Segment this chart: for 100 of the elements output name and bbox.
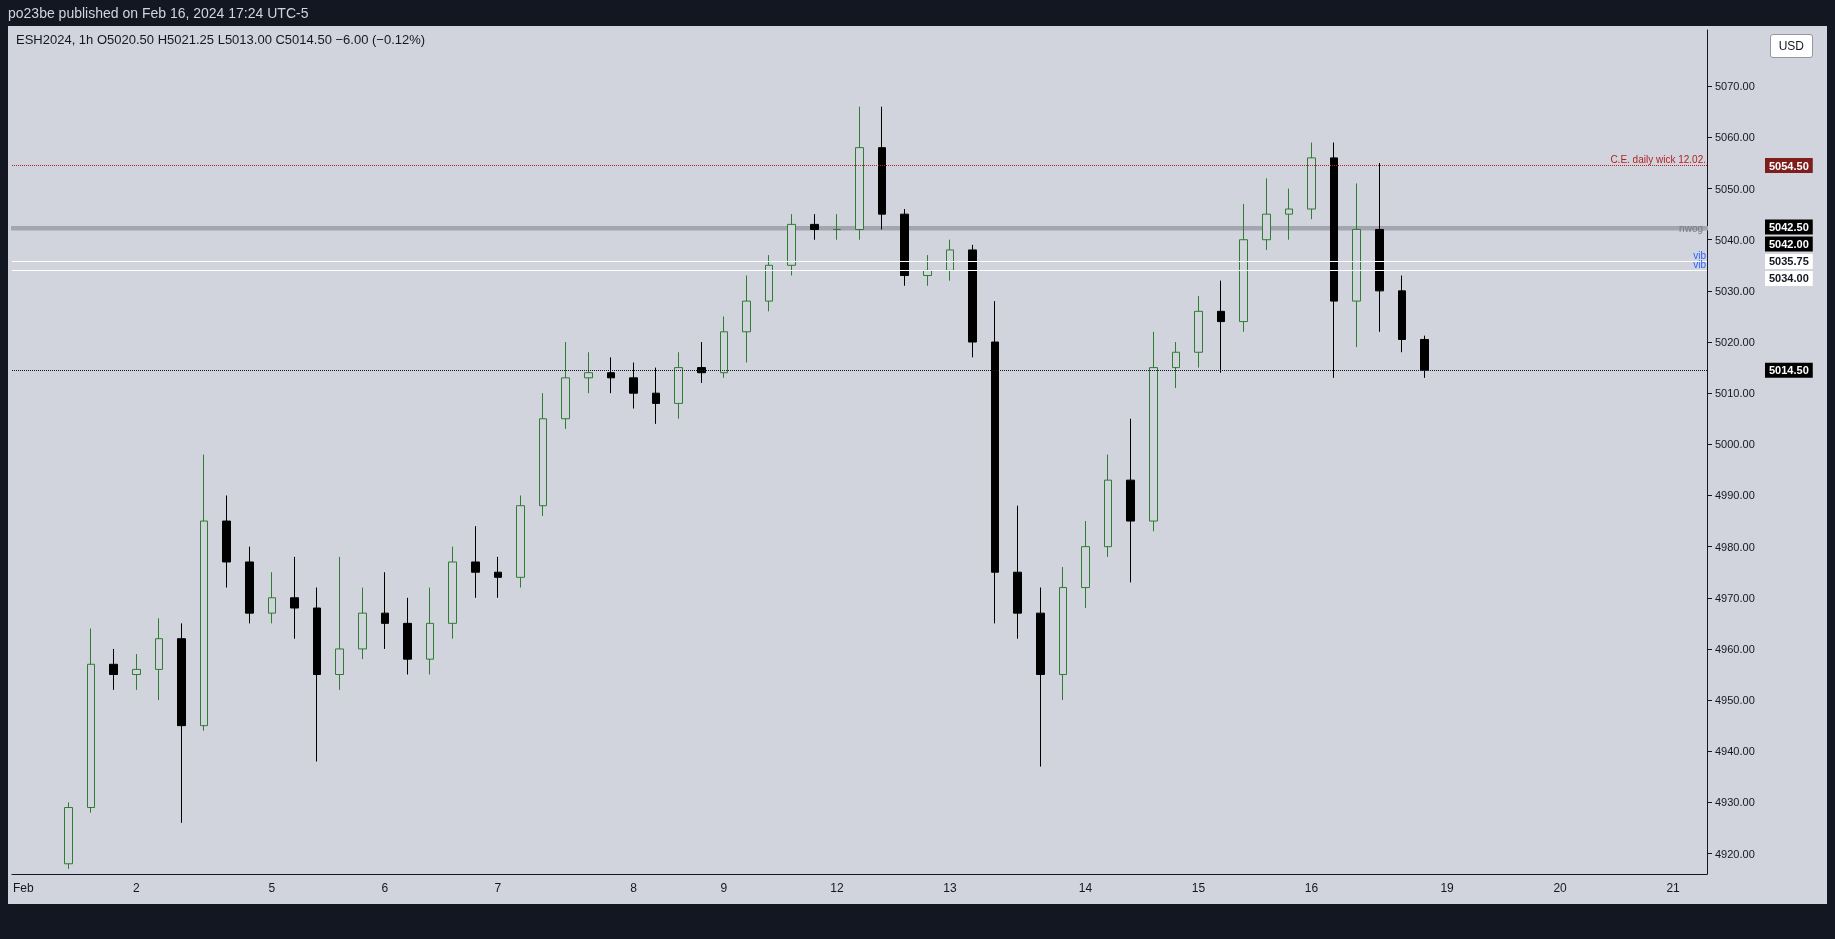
candlestick — [539, 392, 547, 517]
band-label: nwog — [1679, 222, 1703, 234]
candlestick — [607, 356, 615, 394]
candlestick — [448, 546, 457, 640]
candlestick — [1149, 331, 1158, 532]
candlestick — [1239, 203, 1248, 333]
candlestick — [697, 341, 706, 384]
x-tick-label: 6 — [381, 881, 389, 895]
candlestick — [720, 315, 728, 379]
candlestick — [561, 341, 570, 430]
text: 5035.75 — [1769, 255, 1809, 268]
candlestick — [200, 454, 208, 732]
x-tick-label: 20 — [1553, 881, 1568, 895]
y-tick-label: 5040.00 — [1715, 233, 1755, 246]
candlestick — [177, 622, 186, 824]
candlestick — [674, 351, 683, 420]
y-tick-label: 4960.00 — [1715, 642, 1755, 655]
candlestick — [787, 213, 796, 277]
y-tick-label: 4950.00 — [1715, 694, 1755, 707]
candlestick — [64, 801, 73, 870]
candlestick — [855, 106, 864, 241]
y-tick-label: 5010.00 — [1715, 387, 1755, 400]
candlestick — [1036, 587, 1045, 768]
chart-title: ESH2024, 1h O5020.50 H5021.25 L5013.00 C5014.50 −6.00 (−0.12%) — [16, 32, 426, 47]
candlestick — [268, 571, 276, 624]
candlestick — [878, 106, 886, 230]
candlestick — [381, 571, 389, 650]
ref-line-label: C.E. daily wick 12.02. — [1610, 154, 1706, 166]
text: 5034.00 — [1769, 272, 1809, 285]
candlestick — [109, 648, 118, 691]
ref-line-label: vib — [1693, 249, 1707, 261]
candlestick — [1104, 454, 1112, 558]
x-tick-label: 14 — [1078, 881, 1093, 895]
x-tick-label: 21 — [1666, 881, 1681, 895]
x-tick-label: 16 — [1304, 881, 1319, 895]
y-tick-label: 4920.00 — [1715, 847, 1755, 860]
y-tick-label: 4970.00 — [1715, 591, 1755, 604]
candlestick — [494, 556, 502, 599]
candlestick — [1081, 520, 1090, 609]
x-tick-label: 2 — [132, 881, 140, 895]
candlestick — [1375, 162, 1384, 333]
x-tick-label: 13 — [943, 881, 957, 895]
candlestick — [1285, 188, 1293, 241]
candlestick — [652, 367, 660, 425]
x-tick-label: 9 — [720, 881, 728, 895]
x-tick-label: Feb — [12, 881, 34, 895]
candlestick — [222, 494, 231, 589]
candlestick — [1307, 142, 1316, 220]
text: po23be published on Feb 16, 2024 17:24 UTC-5 — [7, 4, 310, 23]
x-tick-label: 5 — [268, 881, 276, 895]
text: 5042.00 — [1769, 237, 1809, 250]
candlestick — [742, 275, 751, 363]
y-tick-label: 4930.00 — [1715, 796, 1755, 809]
candlestick — [1013, 505, 1022, 640]
candlestick — [313, 587, 321, 762]
candlestick — [1194, 295, 1203, 369]
text: 5054.50 — [1769, 159, 1809, 172]
candlestick — [471, 525, 480, 599]
candlestick — [810, 213, 819, 241]
candlestick — [1059, 566, 1067, 701]
y-axis-title: USD — [1769, 34, 1813, 58]
candlestick — [968, 244, 977, 358]
candlestick — [1217, 280, 1225, 374]
candlestick — [516, 494, 525, 589]
candlestick — [1352, 182, 1361, 348]
y-tick-label: 5070.00 — [1715, 80, 1755, 93]
candlestick — [991, 300, 999, 624]
x-tick-label: 19 — [1440, 881, 1455, 895]
candlestick — [87, 627, 95, 814]
y-tick-label: 5060.00 — [1715, 131, 1755, 144]
candlestick — [132, 653, 141, 691]
candlestick — [900, 208, 909, 287]
text: 5042.50 — [1769, 220, 1809, 233]
y-tick-label: 4980.00 — [1715, 540, 1755, 553]
candlestick — [1262, 177, 1271, 251]
candlestick — [833, 213, 841, 241]
candlestick — [584, 351, 593, 394]
x-tick-label: 7 — [494, 881, 502, 895]
candlestick — [358, 587, 367, 660]
candlestick — [245, 546, 254, 624]
x-tick-label: 15 — [1191, 881, 1206, 895]
candlestick — [1330, 142, 1338, 379]
candlestick — [1126, 418, 1135, 583]
y-tick-label: 5000.00 — [1715, 438, 1755, 451]
candlestick — [155, 617, 163, 701]
candlestick — [403, 597, 412, 676]
candlestick — [1420, 335, 1429, 379]
y-tick-label: 4990.00 — [1715, 489, 1755, 502]
candlestick — [335, 556, 344, 691]
y-tick-label: 5020.00 — [1715, 336, 1755, 349]
candlestick — [1398, 275, 1406, 353]
text: 5014.50 — [1769, 364, 1809, 377]
candlestick — [946, 239, 954, 282]
y-tick-label: 4940.00 — [1715, 745, 1755, 758]
candlestick — [765, 254, 773, 312]
candlestick — [1172, 341, 1180, 389]
x-tick-label: 8 — [630, 881, 638, 895]
ref-line-label: vib — [1693, 258, 1707, 270]
candlestick — [629, 361, 638, 410]
candlestick — [426, 587, 434, 676]
